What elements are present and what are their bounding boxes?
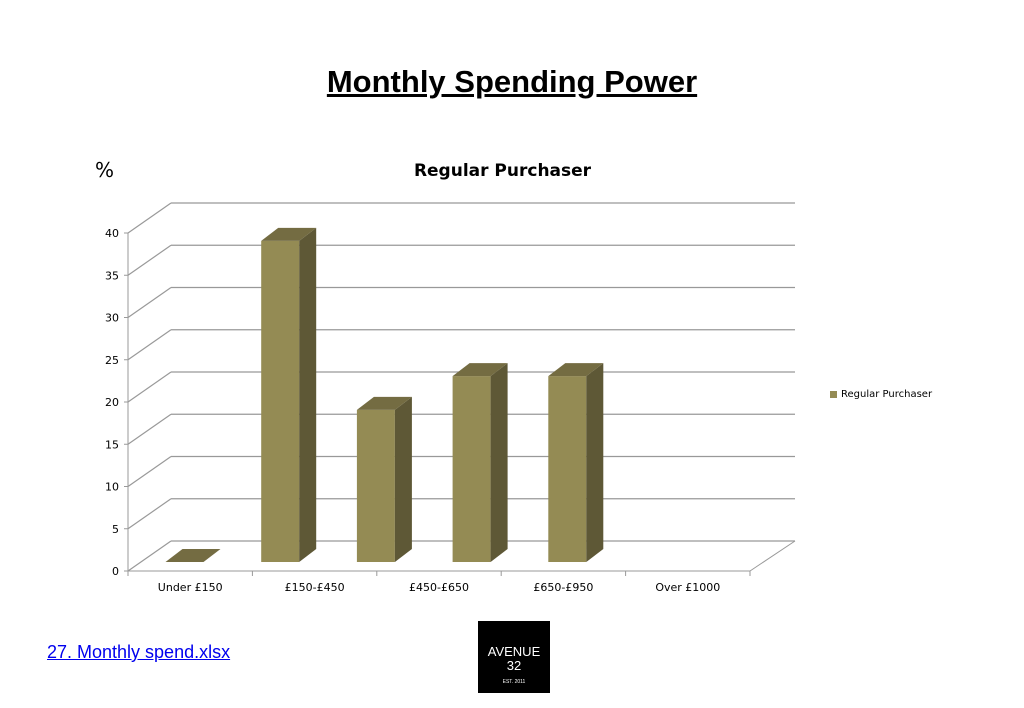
- y-tick-label: 40: [105, 227, 119, 240]
- gridline-side: [127, 202, 172, 234]
- chart-title: Regular Purchaser: [413, 161, 592, 181]
- bar-side: [394, 396, 412, 562]
- x-tick-label: £150-£450: [285, 581, 345, 594]
- gridline-side: [127, 540, 172, 572]
- gridline-side: [127, 244, 172, 276]
- y-tick-label: 0: [112, 565, 119, 578]
- y-tick-label: 20: [105, 396, 119, 409]
- spreadsheet-link[interactable]: 27. Monthly spend.xlsx: [47, 642, 231, 662]
- gridline-side: [127, 371, 172, 403]
- avenue32-logo: AVENUE 32 EST. 2011: [478, 621, 550, 693]
- gridline-side: [127, 329, 172, 361]
- page-title: Monthly Spending Power: [326, 64, 698, 99]
- bar-front: [356, 409, 395, 562]
- bar-top: [356, 396, 412, 410]
- logo-tagline: EST. 2011: [502, 679, 526, 685]
- x-tick-label: £450-£650: [409, 581, 469, 594]
- floor-edge: [749, 540, 796, 572]
- bar-top: [165, 549, 221, 562]
- legend-swatch: [830, 391, 837, 398]
- bar-front: [261, 240, 300, 562]
- bar-side: [586, 363, 604, 562]
- gridline-side: [127, 456, 172, 487]
- x-tick-label: Over £1000: [655, 581, 720, 594]
- bar-side: [299, 227, 317, 562]
- y-tick-label: 5: [112, 523, 119, 536]
- gridline-side: [127, 287, 172, 318]
- bar-top: [452, 363, 508, 377]
- legend-label: Regular Purchaser: [841, 389, 933, 400]
- x-tick-label: Under £150: [158, 581, 223, 594]
- gridline-side: [127, 413, 172, 445]
- bar-front: [548, 376, 587, 562]
- bar-top: [261, 227, 317, 241]
- y-axis-label: %: [95, 158, 115, 182]
- logo-text: AVENUE 32: [487, 644, 541, 673]
- x-tick-label: £650-£950: [533, 581, 593, 594]
- gridline-side: [127, 498, 172, 530]
- bar-front: [452, 376, 491, 562]
- y-tick-label: 35: [105, 269, 119, 282]
- legend: Regular Purchaser: [830, 389, 932, 400]
- bar-top: [548, 363, 604, 377]
- y-tick-label: 10: [105, 481, 119, 494]
- bar-side: [490, 363, 508, 562]
- y-tick-label: 30: [105, 312, 119, 325]
- y-tick-label: 15: [105, 438, 119, 451]
- y-tick-label: 25: [105, 354, 119, 367]
